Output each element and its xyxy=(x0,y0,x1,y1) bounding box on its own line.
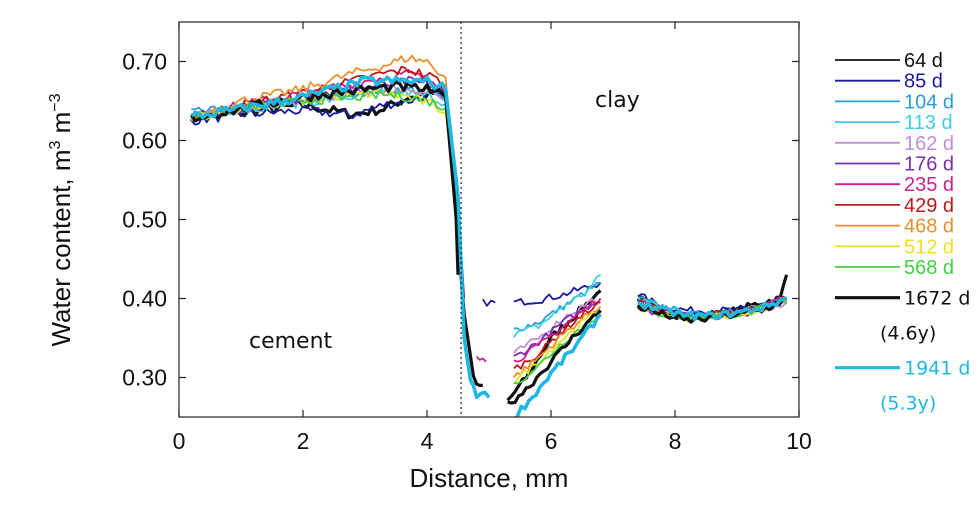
y-tick-label: 0.50 xyxy=(122,207,167,233)
legend-label: 162 d xyxy=(904,133,954,155)
plot-area xyxy=(189,54,789,417)
series-line-512d-gap xyxy=(513,309,602,385)
cement-annotation: cement xyxy=(249,329,333,354)
series-line-235d-gap xyxy=(475,355,487,363)
x-tick-label: 4 xyxy=(421,428,434,454)
series-line-113d-cement xyxy=(190,87,466,299)
series-line-64d-cement xyxy=(189,88,460,275)
series-line-568d-clay xyxy=(637,299,787,322)
series-line-85d-gap xyxy=(482,298,496,307)
y-axis-title: Water content, m3 m−3 xyxy=(46,93,76,346)
series-line-104d-cement xyxy=(191,84,466,315)
y-tick-label: 0.30 xyxy=(122,365,167,391)
x-axis-title: Distance, mm xyxy=(410,463,569,493)
x-axis-ticks: 0 2 4 6 8 10 xyxy=(173,22,812,454)
legend-label: 235 d xyxy=(904,174,954,196)
legend-label: 176 d xyxy=(904,154,954,176)
series-line-235d-gap2 xyxy=(513,297,602,363)
legend-label-years: (4.6y) xyxy=(880,323,936,345)
clay-annotation: clay xyxy=(595,88,640,113)
plot-frame xyxy=(178,21,800,418)
legend-label: 512 d xyxy=(904,236,954,258)
legend-label: 468 d xyxy=(904,216,954,238)
legend-label: 1941 d xyxy=(904,358,970,380)
x-tick-label: 2 xyxy=(297,428,310,454)
series-line-113d-gap xyxy=(513,274,602,338)
series-line-512d-cement xyxy=(190,89,466,323)
x-tick-label: 6 xyxy=(545,428,558,454)
y-tick-label: 0.60 xyxy=(122,128,167,154)
series-line-1672d-cement xyxy=(190,80,483,387)
legend-label: 1672 d xyxy=(904,288,970,310)
series-line-1941d-gap xyxy=(514,313,602,417)
series-line-85d-gap2 xyxy=(513,282,602,306)
legend-label-years: (5.3y) xyxy=(880,393,936,415)
legend-label: 568 d xyxy=(904,257,954,279)
legend-label: 429 d xyxy=(904,195,954,217)
legend-label: 113 d xyxy=(904,112,953,134)
x-tick-label: 0 xyxy=(173,428,186,454)
series-line-104d-gap xyxy=(513,281,601,332)
series-line-468d-gap xyxy=(513,305,602,379)
series-line-162d-gap xyxy=(513,297,602,354)
series-line-1672d-gap xyxy=(507,309,602,405)
y-tick-label: 0.70 xyxy=(122,49,167,75)
series-line-1941d-clay xyxy=(637,296,787,322)
x-tick-label: 10 xyxy=(786,428,812,454)
series-line-1941d-cement xyxy=(190,75,491,400)
series-line-468d-cement xyxy=(190,54,466,323)
legend-label: 64 d xyxy=(904,50,943,72)
series-line-568d-cement xyxy=(190,89,466,323)
series-line-162d-cement xyxy=(190,85,466,299)
y-tick-label: 0.40 xyxy=(122,286,167,312)
legend-label: 104 d xyxy=(904,91,954,113)
legend-label: 85 d xyxy=(904,71,943,93)
x-tick-label: 8 xyxy=(669,428,682,454)
y-axis-ticks: 0.30 0.40 0.50 0.60 0.70 xyxy=(122,49,799,391)
